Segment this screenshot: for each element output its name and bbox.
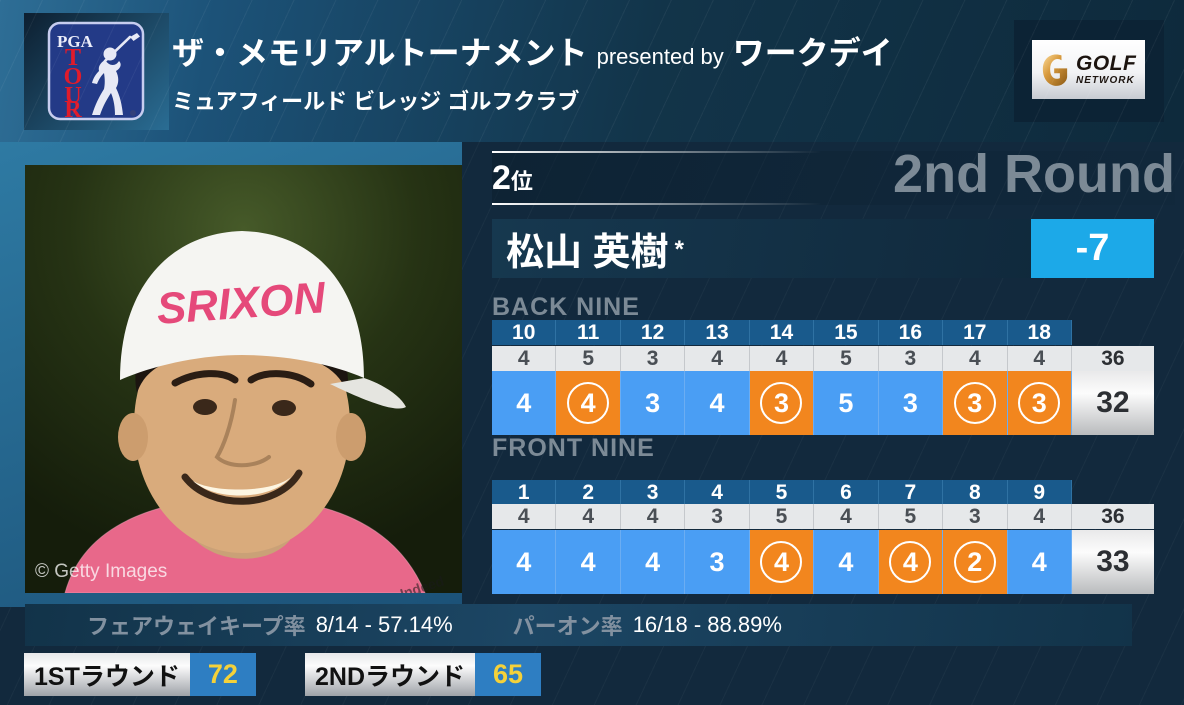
- svg-text:R: R: [64, 97, 82, 121]
